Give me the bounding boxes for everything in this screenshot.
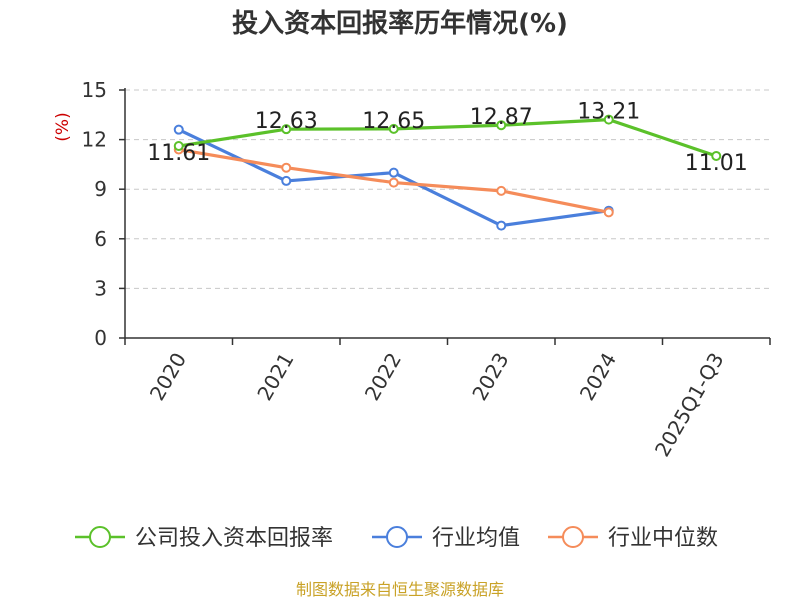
y-tick-label: 15	[82, 78, 107, 102]
series-line	[178, 117, 717, 158]
y-axis-unit: (%)	[53, 112, 73, 141]
x-tick-label: 2024	[575, 349, 621, 405]
x-tick-label: 2023	[467, 349, 513, 405]
y-tick-label: 3	[94, 276, 107, 300]
x-tick-label: 2025Q1-Q3	[650, 349, 729, 461]
data-point	[496, 220, 507, 231]
legend-label: 行业中位数	[608, 526, 718, 551]
legend-label: 行业均值	[432, 526, 520, 551]
data-point	[496, 185, 507, 196]
data-label: 13.21	[577, 100, 640, 125]
legend-item: 公司投入资本回报率	[75, 526, 333, 551]
legend-item: 行业均值	[372, 526, 520, 551]
data-point	[496, 120, 507, 131]
data-point	[173, 124, 184, 135]
data-label: 12.87	[470, 105, 533, 130]
data-point	[388, 123, 399, 134]
data-label: 11.01	[685, 151, 748, 176]
legend-marker	[386, 526, 408, 548]
data-label: 12.63	[255, 109, 318, 134]
data-label: 11.61	[147, 141, 210, 166]
legend-marker	[89, 526, 111, 548]
data-point	[281, 162, 292, 173]
data-point	[603, 114, 614, 125]
axis-layer: 0 3 6 9 12 15 2020 2021 2022 2023 2024 2025Q1-Q3	[82, 78, 771, 461]
data-label: 12.65	[362, 109, 425, 134]
y-tick-label: 12	[82, 128, 107, 152]
y-tick-label: 9	[94, 177, 107, 201]
chart-title: 投入资本回报率历年情况(%)	[232, 8, 568, 39]
y-tick-label: 0	[94, 326, 107, 350]
legend-label: 公司投入资本回报率	[135, 526, 333, 551]
data-point	[603, 207, 614, 218]
legend: 公司投入资本回报率 行业均值 行业中位数	[75, 526, 718, 551]
data-point	[711, 150, 722, 161]
data-point	[173, 141, 184, 152]
series-layer	[173, 114, 722, 231]
source-note: 制图数据来自恒生聚源数据库	[296, 580, 504, 599]
data-point	[388, 167, 399, 178]
legend-item: 行业中位数	[548, 526, 718, 551]
y-tick-label: 6	[94, 227, 107, 251]
legend-marker	[562, 526, 584, 548]
data-point	[281, 124, 292, 135]
data-point	[281, 175, 292, 186]
x-tick-label: 2022	[360, 349, 406, 405]
x-tick-label: 2020	[145, 349, 191, 405]
grid-layer	[125, 89, 770, 289]
data-point	[388, 177, 399, 188]
x-tick-label: 2021	[252, 349, 298, 405]
data-label-layer: 11.61 12.63 12.65 12.87 13.21 11.01	[147, 100, 747, 176]
